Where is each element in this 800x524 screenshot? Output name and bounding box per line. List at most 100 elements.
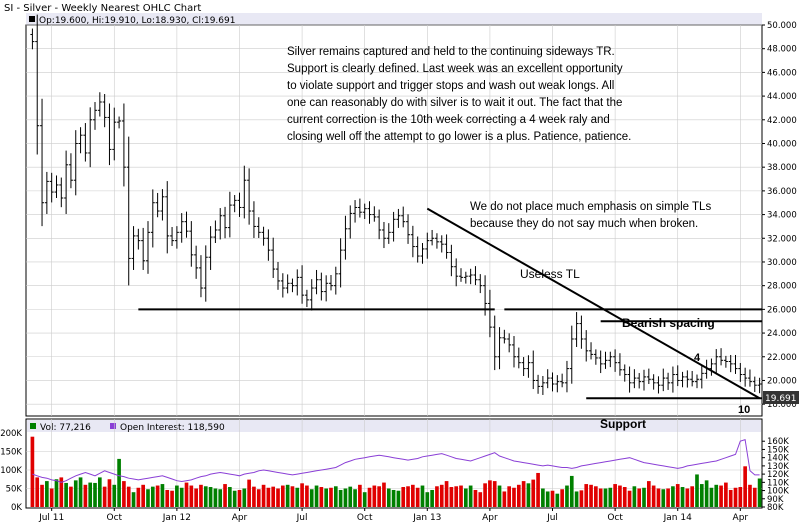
volume-panel [25,418,763,509]
ohlc-bar [377,209,382,240]
volume-bar [497,485,502,507]
volume-bar [228,487,232,507]
volume-bar [411,484,415,507]
ohlc-bar [550,372,555,392]
ohlc-bar [617,353,622,376]
x-tick-label: Apr [232,513,248,523]
volume-bar [155,485,160,507]
ohlc-bar [723,355,728,368]
ohlc-bar [454,258,459,287]
volume-bar [146,489,150,507]
volume-bar [223,484,227,507]
volume-bar [314,485,319,507]
ohlc-bar [439,235,444,253]
ohlc-bar [401,206,406,228]
ohlc-bar [276,261,281,290]
ohlc-bar [174,226,179,249]
volume-bar [367,487,372,507]
ohlc-bar [536,374,541,394]
ohlc-bar [694,374,699,389]
volume-bar [699,484,704,507]
volume-y-tick-label: 150K [0,448,22,458]
ohlc-bar [324,275,329,302]
volume-bar [305,485,309,507]
ohlc-bar [627,366,632,393]
volume-bar [362,492,367,507]
bearish-spacing-label: Bearish spacing [622,316,715,330]
x-tick-label: Oct [357,513,373,523]
ohlc-bar [223,206,228,239]
vol-legend: Vol: 77,216 [40,423,91,433]
volume-bar [661,489,666,507]
x-axis: Jul 11 Oct Jan 12 Apr Jul Oct Jan 13 Apr Jul Oct J… [38,508,748,523]
volume-bar [194,488,198,507]
ohlc-bar [49,172,54,203]
volume-bar [709,487,714,507]
volume-bar [256,489,261,507]
ohlc-bar [511,336,516,368]
ohlc-bar [651,374,656,390]
volume-bar [449,487,454,507]
ohlc-bar [131,226,136,270]
oi-y-tick-label: 160K [767,437,789,447]
volume-bar [45,481,49,507]
oi-y-tick-label: 140K [767,454,789,464]
ohlc-bar [410,225,415,258]
volume-bar [488,480,492,507]
volume-bar [598,488,603,507]
volume-bar [435,486,439,507]
vol-legend-swatch [30,423,36,429]
ohlc-bar [266,229,271,261]
chart-title: SI - Silver - Weekly Nearest OHLC Chart [4,3,201,14]
volume-bar [608,487,613,507]
volume-bar [126,486,131,507]
volume-bar [579,490,584,507]
price-bars [30,14,762,395]
volume-bar [59,477,64,507]
ohlc-bar [743,367,748,387]
oi-y-tick-label: 100K [767,487,789,497]
volume-bar [353,489,357,507]
ohlc-bar [487,289,492,338]
volume-bar [430,489,434,507]
ohlc-bar [40,98,45,227]
volume-bar [338,489,343,507]
volume-bar [386,488,391,507]
volume-bar [40,484,44,507]
volume-bar [671,486,675,507]
ohlc-bar [333,266,338,295]
volume-bar [714,484,719,507]
volume-bar [261,484,266,507]
oi-legend: Open Interest: 118,590 [120,423,225,433]
ohlc-bar [30,28,35,50]
volume-bar [420,485,425,507]
volume-bar [97,477,102,507]
volume-bar [415,487,420,507]
volume-bar [594,486,598,507]
ohlc-bar [145,221,150,274]
x-tick-label: Jan 13 [412,513,441,523]
price-y-tick-label: 22.000 [767,353,797,363]
volume-bar [88,482,93,507]
ohlc-bar [613,349,618,372]
tl-note-line-2: because they do not say much when broken… [470,218,698,230]
ohlc-bar [59,177,64,208]
ohlc-bar [685,370,690,388]
volume-bar [603,488,608,507]
ohlc-bar [396,208,401,228]
volume-bar [565,485,569,507]
ohlc-bar [589,342,594,360]
volume-title-bar [27,420,761,432]
price-y-tick-label: 36.000 [767,187,797,197]
ohlc-bar [492,315,497,371]
price-y-tick-label: 18.000 [767,400,797,410]
volume-bar [719,485,723,507]
volume-bar [738,487,743,507]
ohlc-bar [666,372,671,390]
volume-bar [622,487,627,507]
volume-bar [213,488,218,507]
ohlc-bar [555,375,560,393]
ohlc-bar [415,236,420,263]
